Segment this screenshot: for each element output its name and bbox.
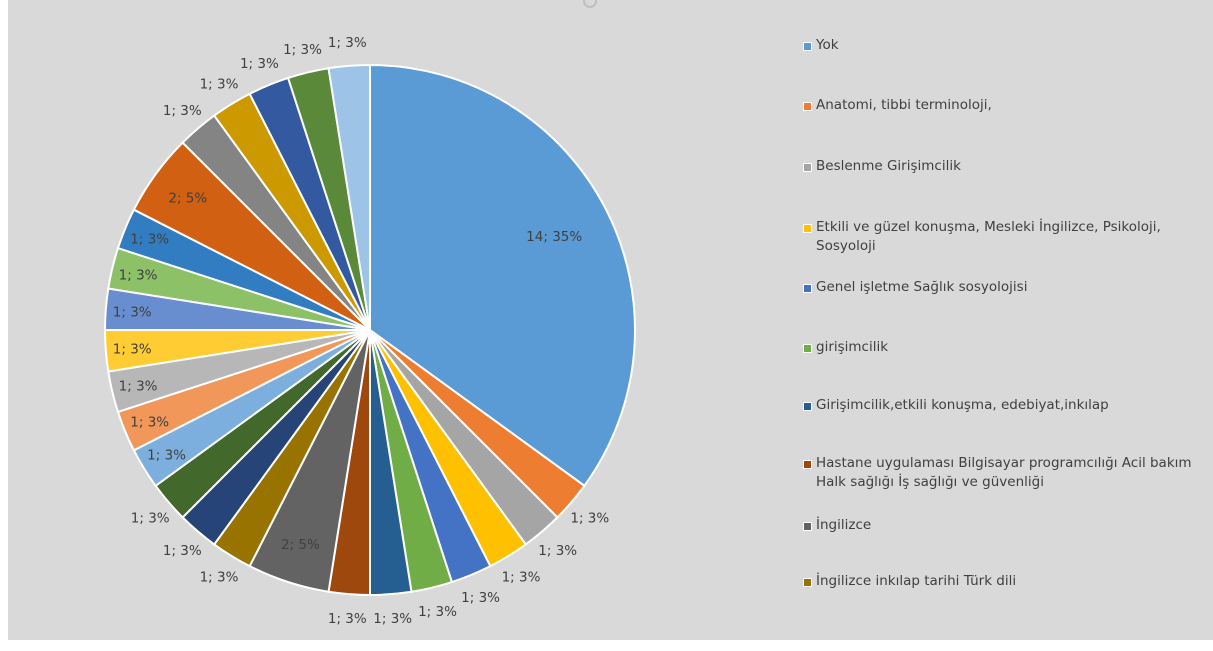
legend-label: Etkili ve güzel konuşma, Mesleki İngiliz… (816, 219, 1161, 254)
slice-label-2: 1; 3% (538, 543, 577, 559)
pie-chart: 14; 35%1; 3%1; 3%1; 3%1; 3%1; 3%1; 3%1; … (103, 35, 636, 627)
legend-item-8: İngilizce (803, 516, 1213, 535)
slice-label-10: 1; 3% (163, 543, 202, 559)
legend-item-5: girişimcilik (803, 338, 1213, 357)
slice-label-6: 1; 3% (373, 611, 412, 627)
slice-label-0: 14; 35% (526, 229, 582, 245)
slice-label-22: 1; 3% (240, 56, 279, 72)
legend-item-7: Hastane uygulaması Bilgisayar programcıl… (803, 454, 1213, 492)
slice-label-4: 1; 3% (461, 590, 500, 606)
slice-label-8: 2; 5% (281, 537, 320, 553)
slice-label-7: 1; 3% (328, 611, 367, 627)
slice-label-13: 1; 3% (130, 414, 169, 430)
legend-item-9: İngilizce inkılap tarihi Türk dili (803, 572, 1213, 591)
legend-item-4: Genel işletme Sağlık sosyolojisi (803, 278, 1213, 297)
slice-label-1: 1; 3% (570, 511, 609, 527)
legend-item-6: Girişimcilik,etkili konuşma, edebiyat,in… (803, 396, 1213, 415)
slice-label-18: 1; 3% (130, 232, 169, 248)
slice-label-24: 1; 3% (328, 35, 367, 51)
legend-swatch (803, 460, 812, 469)
slice-label-9: 1; 3% (200, 569, 239, 585)
legend-label: Beslenme Girişimcilik (816, 158, 961, 174)
legend-item-2: Beslenme Girişimcilik (803, 157, 1213, 176)
legend-swatch (803, 102, 812, 111)
legend-item-3: Etkili ve güzel konuşma, Mesleki İngiliz… (803, 218, 1213, 256)
legend-label: Genel işletme Sağlık sosyolojisi (816, 279, 1028, 295)
legend-label: Hastane uygulaması Bilgisayar programcıl… (816, 455, 1192, 490)
legend-swatch (803, 224, 812, 233)
legend-swatch (803, 344, 812, 353)
slice-label-5: 1; 3% (418, 604, 457, 620)
slice-label-12: 1; 3% (147, 448, 186, 464)
legend-item-0: Yok (803, 36, 1213, 55)
slice-label-17: 1; 3% (119, 267, 158, 283)
pie-slice-24 (327, 63, 371, 331)
legend-swatch (803, 402, 812, 411)
legend-label: Yok (816, 37, 839, 53)
legend-label: İngilizce inkılap tarihi Türk dili (816, 573, 1017, 589)
legend-label: Girişimcilik,etkili konuşma, edebiyat,in… (816, 397, 1109, 413)
legend-swatch (803, 578, 812, 587)
slice-label-23: 1; 3% (283, 42, 322, 58)
resize-handle-icon[interactable] (583, 0, 597, 8)
legend-label: İngilizce (816, 517, 872, 533)
slice-label-21: 1; 3% (200, 77, 239, 93)
chart-area: 14; 35% 1; 3% 1; 3% 1; 3% 1; 3% 1; 3% 1; 3% 1; … (8, 0, 1213, 640)
legend-swatch (803, 522, 812, 531)
legend-item-1: Anatomi, tibbi terminoloji, (803, 96, 1213, 115)
slice-label-19: 2; 5% (168, 191, 207, 207)
legend-label: Anatomi, tibbi terminoloji, (816, 97, 992, 113)
legend-swatch (803, 284, 812, 293)
legend-label: girişimcilik (816, 339, 889, 355)
slice-label-11: 1; 3% (131, 511, 170, 527)
slice-label-14: 1; 3% (119, 379, 158, 395)
legend-swatch (803, 42, 812, 51)
slice-label-16: 1; 3% (113, 304, 152, 320)
slice-label-20: 1; 3% (163, 103, 202, 119)
legend-swatch (803, 163, 812, 172)
slice-label-3: 1; 3% (502, 569, 541, 585)
slice-label-15: 1; 3% (113, 342, 152, 358)
pie-slice-0 (369, 63, 636, 488)
